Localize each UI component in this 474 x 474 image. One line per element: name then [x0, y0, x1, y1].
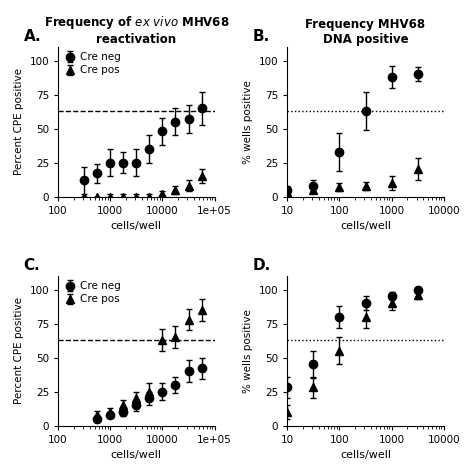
X-axis label: cells/well: cells/well [340, 450, 391, 460]
Title: Frequency MHV68
DNA positive: Frequency MHV68 DNA positive [305, 18, 426, 46]
Y-axis label: Percent CPE positive: Percent CPE positive [14, 297, 24, 404]
Text: A.: A. [24, 29, 41, 44]
Y-axis label: Percent CPE positive: Percent CPE positive [14, 68, 24, 175]
Text: C.: C. [24, 258, 40, 273]
X-axis label: cells/well: cells/well [111, 221, 162, 231]
X-axis label: cells/well: cells/well [340, 221, 391, 231]
Y-axis label: % wells positive: % wells positive [243, 80, 253, 164]
Legend: Cre neg, Cre pos: Cre neg, Cre pos [64, 281, 121, 304]
Title: Frequency of $\mathit{ex\ vivo}$ MHV68
reactivation: Frequency of $\mathit{ex\ vivo}$ MHV68 r… [44, 14, 229, 46]
Legend: Cre neg, Cre pos: Cre neg, Cre pos [64, 52, 121, 75]
Text: D.: D. [253, 258, 271, 273]
X-axis label: cells/well: cells/well [111, 450, 162, 460]
Y-axis label: % wells positive: % wells positive [243, 309, 253, 393]
Text: B.: B. [253, 29, 270, 44]
